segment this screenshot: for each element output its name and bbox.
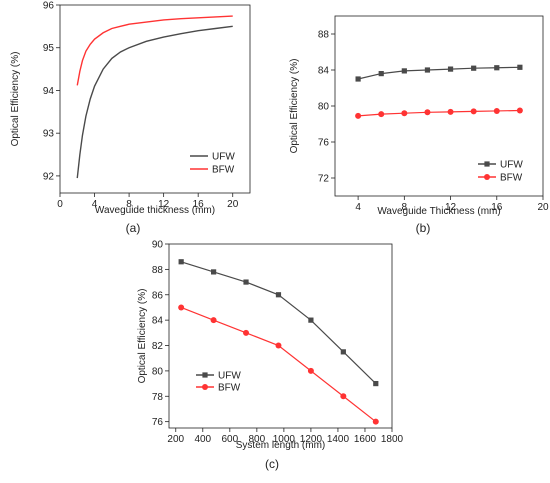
- series-ufw-point: [340, 349, 346, 355]
- legend-marker-ufw: [202, 372, 208, 378]
- x-tick-label: 8: [126, 199, 132, 210]
- y-tick-label: 88: [318, 30, 330, 41]
- series-bfw-point: [493, 107, 500, 114]
- legend-marker-bfw: [202, 384, 208, 390]
- series-bfw-point: [372, 418, 379, 425]
- series-ufw-point: [308, 317, 314, 323]
- series-ufw-point: [494, 65, 500, 71]
- x-tick-label: 1200: [300, 434, 323, 445]
- x-tick-label: 1000: [273, 434, 296, 445]
- x-tick-label: 200: [167, 434, 184, 445]
- series-ufw-point: [401, 68, 407, 74]
- legend-label-ufw: UFW: [218, 371, 241, 382]
- x-tick-label: 4: [92, 199, 98, 210]
- x-tick-label: 16: [491, 202, 503, 213]
- series-bfw-point: [378, 111, 385, 118]
- y-tick-label: 84: [318, 66, 330, 77]
- y-tick-label: 82: [152, 341, 164, 352]
- series-bfw-point: [424, 109, 431, 116]
- y-axis-label: Optical Efficiency (%): [137, 289, 148, 384]
- series-ufw-point: [424, 67, 431, 73]
- y-tick-label: 72: [318, 174, 330, 185]
- series-bfw-line: [358, 109, 520, 117]
- x-tick-label: 4: [355, 202, 361, 213]
- legend-label-bfw: BFW: [500, 173, 523, 184]
- chart-panel-3: 200 400 600 800 1000 1200 1400 1600 1800 76 78 80 82…: [137, 240, 404, 472]
- y-tick-label: 84: [152, 316, 164, 327]
- legend-label-ufw: UFW: [212, 152, 235, 163]
- series-ufw-point: [378, 71, 384, 77]
- series-bfw-point: [178, 304, 185, 311]
- series-bfw-line: [180, 306, 377, 423]
- y-tick-label: 90: [152, 240, 164, 251]
- series-ufw-line: [357, 66, 520, 80]
- y-tick-label: 86: [152, 290, 164, 301]
- y-tick-label: 88: [152, 265, 164, 276]
- legend-label-bfw: BFW: [218, 383, 241, 394]
- plot-frame: [168, 243, 393, 429]
- y-axis-label: Optical Efficiency (%): [289, 59, 300, 154]
- series-bfw-point: [210, 317, 217, 324]
- series-ufw-point: [178, 259, 184, 265]
- x-axis-label: Waveguide thickness (mm): [95, 205, 215, 216]
- x-tick-label: 400: [194, 434, 211, 445]
- x-tick-label: 16: [193, 199, 205, 210]
- chart-panel-2: 4 8 12 16 20 72 76 80 84 88 Waveguide Thickness (m…: [289, 15, 549, 235]
- series-ufw-point: [517, 64, 523, 70]
- y-tick-label: 76: [318, 138, 330, 149]
- y-tick-label: 95: [43, 43, 55, 54]
- series-ufw-point: [211, 269, 217, 275]
- y-tick-label: 78: [152, 392, 164, 403]
- x-tick-label: 600: [221, 434, 238, 445]
- x-tick-label: 12: [445, 202, 457, 213]
- x-tick-label: 12: [158, 199, 170, 210]
- series-ufw-point: [373, 380, 379, 387]
- y-tick-label: 76: [152, 417, 164, 428]
- x-tick-label: 1600: [354, 434, 377, 445]
- y-tick-label: 93: [43, 129, 55, 140]
- series-bfw-point: [355, 112, 362, 119]
- panel-label: (c): [265, 457, 279, 471]
- y-tick-label: 80: [318, 102, 330, 113]
- series-bfw-point: [307, 367, 314, 374]
- x-axis-label: System length (mm): [236, 440, 325, 451]
- series-bfw-point: [447, 108, 454, 115]
- series-ufw-line: [76, 25, 233, 179]
- y-tick-label: 80: [152, 366, 164, 377]
- legend-marker-bfw: [484, 174, 490, 180]
- x-tick-label: 1800: [381, 434, 404, 445]
- plot-frame: [59, 4, 251, 194]
- series-ufw-point: [243, 279, 249, 285]
- series-bfw-point: [275, 342, 282, 349]
- series-ufw-line: [180, 261, 377, 385]
- series-ufw-point: [471, 65, 477, 71]
- y-tick-label: 94: [43, 86, 55, 97]
- legend-label-ufw: UFW: [500, 160, 523, 171]
- panel-label: (a): [126, 221, 141, 235]
- series-bfw-line: [76, 15, 233, 86]
- x-tick-label: 20: [537, 202, 549, 213]
- series-ufw-point: [275, 292, 282, 298]
- x-tick-label: 1400: [327, 434, 350, 445]
- series-bfw-point: [243, 329, 250, 336]
- x-tick-label: 0: [57, 199, 63, 210]
- series-bfw-point: [401, 110, 408, 117]
- y-tick-label: 92: [43, 171, 55, 182]
- series-ufw-point: [355, 76, 361, 82]
- legend-marker-ufw: [484, 161, 490, 167]
- x-tick-label: 8: [402, 202, 408, 213]
- series-bfw-point: [340, 393, 347, 400]
- y-tick-label: 96: [43, 1, 55, 12]
- series-bfw-point: [470, 108, 477, 115]
- x-axis-label: Waveguide Thickness (mm): [377, 206, 500, 217]
- legend-label-bfw: BFW: [212, 165, 235, 176]
- x-tick-label: 800: [249, 434, 266, 445]
- series-bfw-point: [516, 107, 523, 114]
- y-axis-label: Optical Efficiency (%): [10, 52, 21, 147]
- x-tick-label: 20: [227, 199, 239, 210]
- series-ufw-point: [447, 66, 454, 72]
- chart-panel-1: 0 4 8 12 16 20 92 93 94 95 96 Waveguide thickness (…: [10, 1, 251, 235]
- panel-label: (b): [416, 221, 431, 235]
